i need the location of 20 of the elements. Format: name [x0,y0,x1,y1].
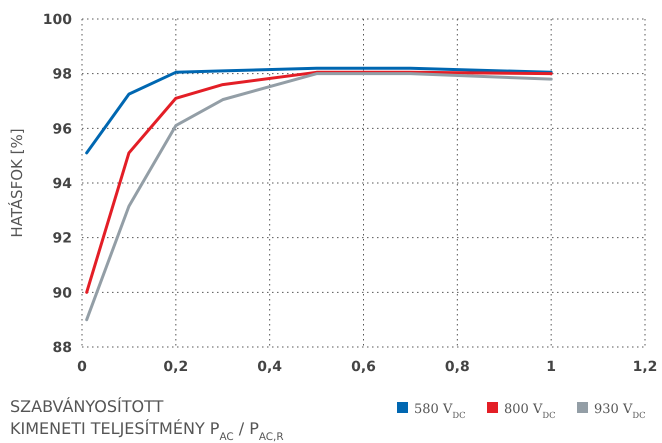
x-tick-label: 1 [546,359,556,375]
x-tick-label: 0,4 [257,359,282,375]
legend-label: 930 V$_{DC}$ [594,402,646,420]
x-axis-title: SZABVÁNYOSÍTOTT KIMENETI TELJESÍTMÉNY P$_{AC}$ / P$_{AC,R}$ [10,397,284,443]
y-tick-label: 92 [52,230,72,247]
y-tick-label: 88 [52,340,72,356]
y-tick-label: 98 [52,66,72,83]
x-tick-label: 1,2 [632,359,658,375]
x-tick-label: 0,8 [444,359,470,375]
x-tick-label: 0 [77,359,88,375]
y-tick-label: 96 [52,121,72,138]
x-tick-label: 0,2 [163,359,188,375]
y-tick-label: 90 [52,285,72,302]
y-tick-label: 94 [52,176,72,192]
legend-label: 800 V$_{DC}$ [504,402,556,420]
x-tick-label: 0,6 [351,359,376,375]
line-series [85,66,553,154]
y-axis-title: HATÁSFOK [%] [8,128,26,238]
legend-label: 580 V$_{DC}$ [414,402,466,420]
y-tick-label: 100 [42,12,72,28]
